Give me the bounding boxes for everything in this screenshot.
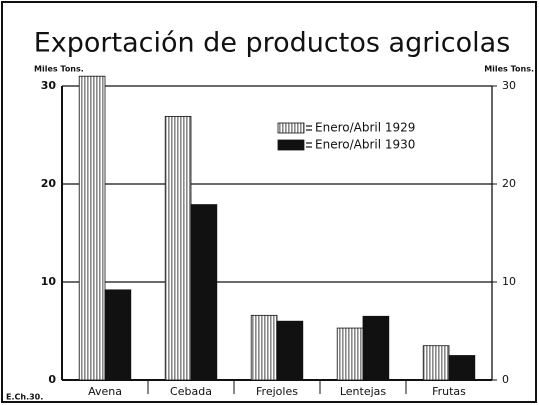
legend-swatch: [277, 139, 305, 151]
y-tick-label: 0: [48, 373, 56, 386]
chart-title: Exportación de productos agricolas: [34, 28, 511, 59]
bar: [164, 115, 192, 381]
bar: [422, 345, 450, 381]
y2-tick-label: 20: [502, 177, 516, 190]
x-tick-label: Cebada: [170, 385, 212, 398]
bar: [362, 315, 390, 381]
legend-swatch: [277, 122, 305, 134]
bar: [250, 314, 278, 381]
y2-tick-label: 30: [502, 79, 516, 92]
bar: [104, 289, 132, 381]
x-tick-label: Frutas: [432, 385, 466, 398]
legend-label: Enero/Abril 1930: [315, 138, 415, 152]
bar: [190, 204, 218, 381]
y-tick-label: 20: [41, 177, 57, 190]
y2-tick-label: 10: [502, 275, 516, 288]
x-tick-label: Frejoles: [256, 385, 298, 398]
bar: [78, 75, 106, 381]
y-tick-label: 30: [41, 79, 57, 92]
bar: [336, 327, 364, 381]
legend-label: Enero/Abril 1929: [315, 121, 415, 135]
footer: E.Ch.30.: [6, 393, 43, 402]
bar: [448, 355, 476, 381]
x-tick-label: Lentejas: [340, 385, 387, 398]
y2-axis-label: Miles Tons.: [484, 65, 534, 74]
y-tick-label: 10: [41, 275, 57, 288]
y2-tick-label: 0: [502, 373, 509, 386]
x-tick-label: Avena: [88, 385, 122, 398]
bar: [276, 320, 304, 381]
y-axis-label: Miles Tons.: [34, 65, 84, 74]
